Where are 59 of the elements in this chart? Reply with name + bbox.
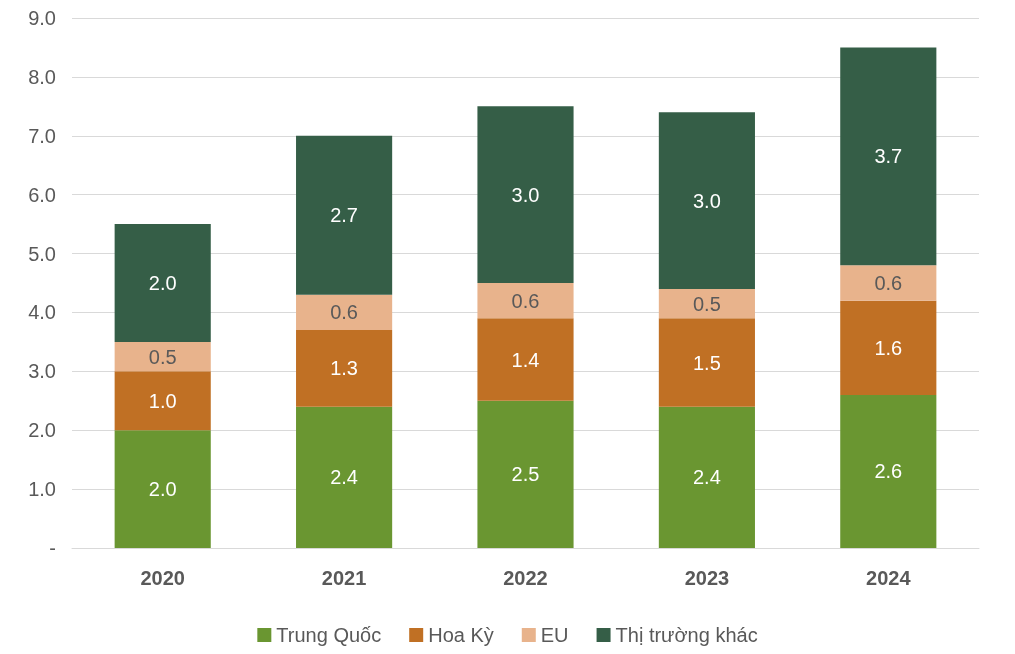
bar [658, 112, 755, 289]
bar [658, 406, 755, 548]
x-tick-label: 2020 [140, 567, 185, 589]
y-tick-label: 5.0 [28, 242, 56, 265]
bar [477, 106, 574, 283]
y-tick-label: 4.0 [28, 301, 56, 324]
bar [658, 318, 755, 407]
bar [114, 430, 211, 548]
y-tick-label: 9.0 [28, 7, 56, 29]
legend-label: Trung Quốc [276, 624, 382, 646]
y-tick-label: 3.0 [28, 360, 56, 383]
bar [477, 318, 574, 401]
bar [296, 294, 393, 331]
data-label: 1.6 [874, 336, 903, 359]
bar [477, 283, 574, 319]
data-label: 1.4 [511, 348, 540, 371]
bar [114, 341, 211, 372]
data-label: 2.4 [330, 466, 359, 489]
bar [296, 330, 393, 407]
x-tick-label: 2024 [866, 567, 912, 589]
data-label: 1.0 [148, 389, 177, 412]
x-tick-label: 2022 [503, 567, 548, 589]
bar [477, 400, 574, 548]
data-label: 0.5 [148, 345, 177, 368]
y-tick-label: 1.0 [28, 478, 56, 501]
data-label: 3.0 [692, 189, 721, 212]
legend-label: EU [540, 624, 569, 646]
x-tick-label: 2023 [684, 567, 730, 589]
data-label: 2.0 [148, 272, 177, 294]
data-label: 3.0 [511, 183, 540, 206]
bar [840, 394, 937, 548]
data-label: 3.7 [874, 145, 903, 168]
x-tick-label: 2021 [321, 567, 367, 589]
bar [840, 47, 937, 266]
data-label: 1.3 [330, 357, 359, 380]
data-label: 0.6 [874, 272, 903, 294]
legend-label: Thị trường khác [615, 624, 758, 646]
y-tick-label: 8.0 [28, 65, 56, 88]
data-label: 2.0 [148, 478, 177, 501]
legend-label: Hoa Kỳ [428, 624, 494, 646]
bar [840, 265, 937, 301]
y-tick-label: - [49, 537, 56, 559]
bar [114, 371, 211, 431]
bar [296, 135, 393, 295]
bar [114, 224, 211, 342]
data-label: 0.6 [330, 301, 359, 324]
data-label: 0.6 [511, 289, 540, 312]
data-label: 1.5 [692, 351, 721, 374]
data-label: 0.5 [692, 292, 721, 315]
bar [296, 406, 393, 548]
bar [840, 300, 937, 395]
data-label: 2.5 [511, 463, 540, 486]
data-label: 2.6 [874, 460, 903, 483]
bar [658, 288, 755, 319]
data-label: 2.7 [330, 204, 359, 227]
data-label: 2.4 [692, 466, 721, 489]
y-tick-label: 2.0 [28, 419, 56, 442]
y-tick-label: 7.0 [28, 124, 56, 147]
y-tick-label: 6.0 [28, 183, 56, 206]
